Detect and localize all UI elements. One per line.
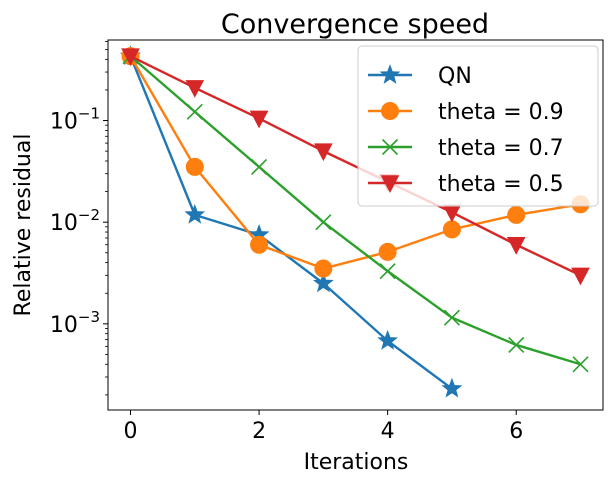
data-point <box>314 259 333 278</box>
legend-entry: theta = 0.9 <box>368 100 564 125</box>
legend-label: theta = 0.7 <box>438 136 564 161</box>
data-point <box>249 110 269 129</box>
y-axis-label: Relative residual <box>11 134 36 317</box>
legend-label: theta = 0.5 <box>438 172 564 197</box>
x-axis-label: Iterations <box>304 450 409 475</box>
data-point <box>443 309 460 326</box>
legend-entry: theta = 0.5 <box>368 172 564 197</box>
series-line <box>129 55 581 366</box>
data-point <box>185 80 205 98</box>
y-tick-label: 10−1 <box>50 105 100 135</box>
data-point <box>184 203 206 224</box>
data-point <box>508 336 525 354</box>
y-tick-exponent: −1 <box>78 105 100 123</box>
y-tick-exponent: −2 <box>78 206 100 224</box>
legend-box <box>357 45 599 207</box>
data-point <box>441 377 463 398</box>
axis-ticks: 0 2 4 610−110−210−3 <box>50 41 523 444</box>
chart-title: Convergence speed <box>221 9 489 40</box>
legend-marker <box>381 138 399 156</box>
y-tick-label: 10−3 <box>50 308 100 338</box>
data-point <box>377 329 399 350</box>
x-tick-label: 2 <box>252 419 266 444</box>
y-tick-exponent: −3 <box>78 308 100 326</box>
y-tick-base: 10 <box>50 313 78 338</box>
data-point <box>315 214 332 231</box>
data-point <box>572 356 589 373</box>
legend-marker <box>379 64 401 84</box>
series-line <box>129 55 581 270</box>
y-tick-base: 10 <box>50 211 78 236</box>
data-point <box>506 237 526 255</box>
legend-marker <box>381 102 399 120</box>
data-point <box>378 242 397 261</box>
data-point <box>250 235 269 254</box>
data-point <box>314 143 333 162</box>
plot-frame <box>107 39 604 411</box>
data-point <box>442 220 461 239</box>
series-line <box>129 55 582 277</box>
data-point <box>185 157 204 176</box>
x-tick-label: 0 <box>124 419 138 444</box>
data-point <box>571 267 590 286</box>
series-theta-0-5 <box>121 48 590 286</box>
legend-entry: QN <box>368 64 472 89</box>
legend-marker <box>380 175 400 193</box>
data-point <box>507 205 526 224</box>
legend-entry: theta = 0.7 <box>368 136 564 161</box>
x-tick-label: 6 <box>509 419 523 444</box>
data-point <box>442 204 462 223</box>
y-tick-base: 10 <box>50 110 78 135</box>
series-line <box>129 55 453 390</box>
data-point <box>312 272 334 293</box>
legend-label: theta = 0.9 <box>438 100 564 125</box>
data-point <box>121 48 140 67</box>
series-layer <box>120 45 590 398</box>
y-tick-label: 10−2 <box>50 206 100 236</box>
legend: QN theta = 0.9 theta = 0.7 theta = 0.5 <box>357 45 599 207</box>
data-point <box>251 158 268 175</box>
legend-label: QN <box>438 64 472 89</box>
data-point <box>186 103 203 120</box>
data-point <box>379 263 396 280</box>
x-tick-label: 4 <box>381 419 395 444</box>
